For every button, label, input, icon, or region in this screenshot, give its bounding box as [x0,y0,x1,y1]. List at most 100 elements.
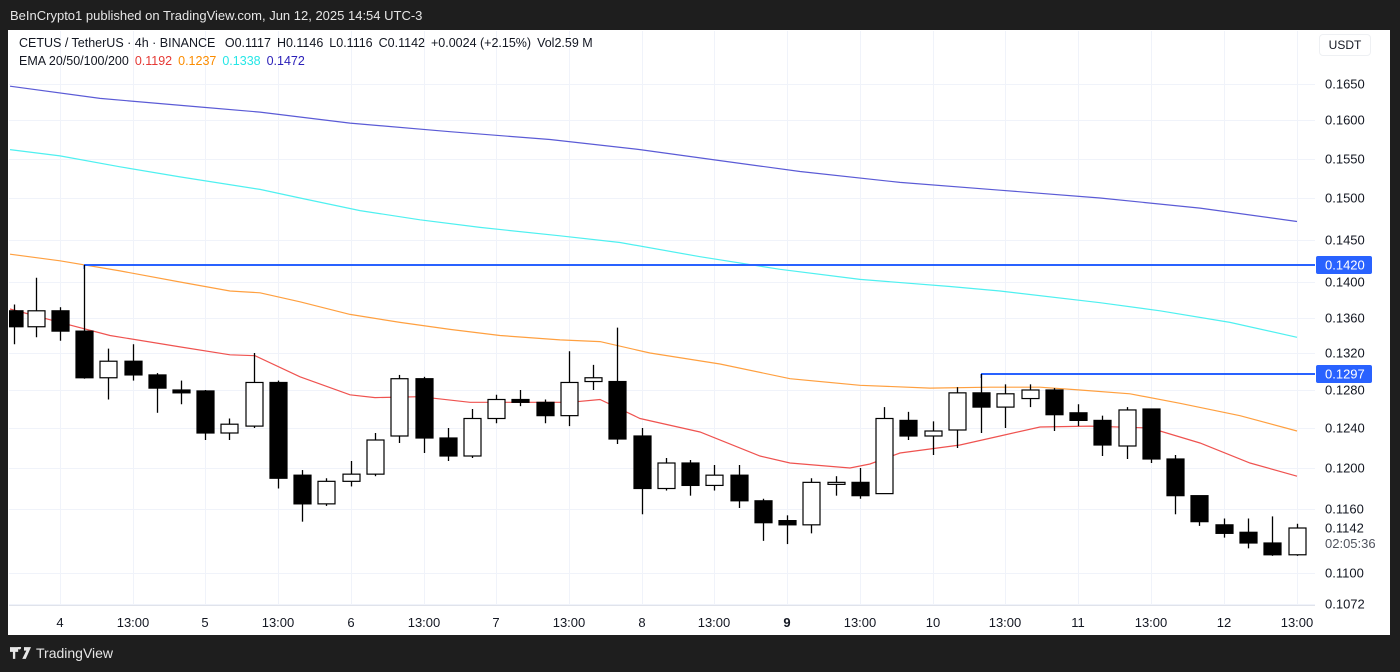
publisher-text: BeInCrypto1 published on TradingView.com… [10,8,423,23]
ema-legend: EMA 20/50/100/200 0.1192 0.1237 0.1338 0.147… [19,54,311,68]
candle[interactable] [172,380,191,405]
candle[interactable] [608,327,627,444]
bar-countdown: 02:05:36 [1325,536,1376,551]
candle[interactable] [560,351,579,427]
price-tick: 0.1320 [1325,346,1365,361]
candle[interactable] [827,476,846,496]
candle[interactable] [196,390,215,440]
ema-100-line[interactable] [9,149,1298,338]
candle[interactable] [463,409,482,458]
candle[interactable] [1263,516,1282,556]
candle[interactable] [148,373,167,413]
candle[interactable] [487,394,506,424]
time-tick: 7 [492,615,499,630]
candle[interactable] [899,411,918,440]
candle[interactable] [1069,404,1088,427]
time-tick: 13:00 [262,615,295,630]
time-tick: 13:00 [117,615,150,630]
candle[interactable] [293,470,312,522]
time-tick: 13:00 [1281,615,1314,630]
candle[interactable] [124,344,143,381]
time-tick: 13:00 [1135,615,1168,630]
ema50-value: 0.1237 [178,54,217,68]
time-tick: 4 [56,615,63,630]
candle[interactable] [996,384,1015,428]
current-price-label: 0.1142 [1325,521,1364,536]
candle[interactable] [75,265,94,379]
time-axis[interactable]: 4 13:00 5 13:00 6 13:00 7 13:00 8 13:00 9 13:00 10 13… [9,605,1315,631]
level-price-label [1316,256,1372,274]
candle[interactable] [1118,407,1137,459]
open-value: O0.1117 [224,36,271,50]
candle[interactable] [415,376,434,453]
candle[interactable] [802,478,821,534]
chart-panel[interactable] [8,30,1390,635]
candle[interactable] [1142,408,1161,463]
candle[interactable] [220,418,239,441]
candle[interactable] [366,433,385,477]
candle[interactable] [730,465,749,508]
candle[interactable] [536,399,555,424]
svg-text:0.1420: 0.1420 [1325,258,1365,273]
time-tick: 10 [926,615,940,630]
candle[interactable] [1190,495,1209,526]
candle[interactable] [6,304,24,345]
candle[interactable] [1288,523,1307,556]
candle[interactable] [51,307,70,341]
ema-label[interactable]: EMA 20/50/100/200 [19,54,129,68]
candle[interactable] [245,353,264,428]
low-value: L0.1116 [329,36,373,50]
candle[interactable] [1093,415,1112,456]
time-tick: 8 [638,615,645,630]
time-tick: 13:00 [989,615,1022,630]
candle[interactable] [681,460,700,496]
price-tick: 0.1200 [1325,461,1365,476]
candle[interactable] [1215,518,1234,538]
candle[interactable] [657,458,676,491]
price-tick: 0.1650 [1325,77,1365,92]
candle[interactable] [342,461,361,487]
time-tick: 5 [201,615,208,630]
ema-200-line[interactable] [9,85,1298,223]
candle[interactable] [99,348,118,400]
candle[interactable] [851,468,870,499]
candle[interactable] [390,374,409,443]
price-tick: 0.1500 [1325,191,1365,206]
price-tick: 0.1550 [1325,152,1365,167]
candle[interactable] [1045,388,1064,431]
candle[interactable] [754,498,773,541]
volume-value: Vol2.59 M [537,36,593,50]
svg-text:0.1297: 0.1297 [1325,367,1365,382]
time-tick: 13:00 [408,615,441,630]
candle[interactable] [924,421,943,455]
close-value: C0.1142 [378,36,425,50]
candle[interactable] [875,407,894,495]
time-tick: 11 [1071,615,1085,630]
ema-20-line[interactable] [9,308,1298,477]
candle[interactable] [633,428,652,515]
candle[interactable] [584,364,603,390]
grid [9,31,1315,605]
candle[interactable] [269,380,288,489]
price-tick: 0.1400 [1325,275,1365,290]
candle[interactable] [948,387,967,448]
candle[interactable] [778,515,797,545]
price-axis[interactable]: 0.1650 0.1600 0.1550 0.1500 0.1450 0.1400 0.13… [1316,77,1376,612]
candle[interactable] [1166,455,1185,515]
candle[interactable] [27,277,46,338]
symbol-label[interactable]: CETUS / TetherUS · 4h · BINANCE [19,36,216,50]
candle[interactable] [1021,384,1040,408]
candle[interactable] [1239,518,1258,549]
price-tick: 0.1450 [1325,233,1365,248]
candle[interactable] [705,465,724,491]
ema-50-line[interactable] [9,253,1298,432]
candle[interactable] [439,428,458,461]
candle[interactable] [972,374,991,433]
footer-brand[interactable]: TradingView [10,645,113,661]
high-value: H0.1146 [276,36,324,50]
currency-button[interactable]: USDT [1319,34,1371,56]
candle[interactable] [511,390,530,407]
candle[interactable] [317,478,336,506]
plot-area[interactable] [6,85,1315,556]
